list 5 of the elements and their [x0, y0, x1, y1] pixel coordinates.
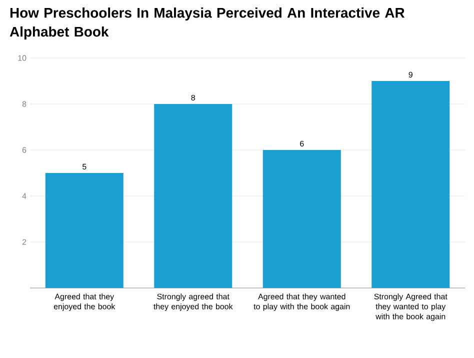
- bar: [372, 80, 450, 288]
- bar: [154, 104, 232, 288]
- bar: [262, 150, 341, 288]
- chart-title: How Preschoolers In Malaysia Perceived An Interactive AR Alphabet Book: [10, 8, 405, 40]
- bar: [45, 172, 124, 288]
